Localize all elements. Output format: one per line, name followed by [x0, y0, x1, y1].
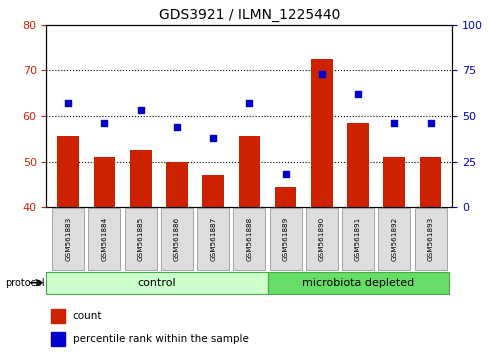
FancyBboxPatch shape [414, 208, 446, 270]
FancyBboxPatch shape [52, 208, 84, 270]
FancyBboxPatch shape [233, 208, 265, 270]
Point [245, 100, 253, 106]
Bar [202, 175, 224, 207]
FancyBboxPatch shape [161, 208, 192, 270]
Bar [238, 136, 260, 207]
Bar [50, 332, 64, 346]
Point [317, 71, 325, 77]
Bar [57, 136, 79, 207]
Text: GSM561884: GSM561884 [101, 217, 107, 261]
Text: microbiota depleted: microbiota depleted [302, 278, 413, 288]
Point [281, 171, 289, 177]
Text: GSM561890: GSM561890 [318, 217, 324, 261]
Text: GSM561889: GSM561889 [282, 217, 288, 261]
Text: GSM561887: GSM561887 [210, 217, 216, 261]
FancyBboxPatch shape [46, 272, 267, 294]
Text: GSM561888: GSM561888 [246, 217, 252, 261]
Text: protocol: protocol [5, 278, 44, 288]
Point [389, 120, 397, 126]
FancyBboxPatch shape [378, 208, 409, 270]
Text: GSM561891: GSM561891 [354, 217, 360, 261]
Text: GSM561893: GSM561893 [427, 217, 433, 261]
FancyBboxPatch shape [88, 208, 120, 270]
Text: count: count [73, 311, 102, 321]
Bar [274, 187, 296, 207]
FancyBboxPatch shape [267, 272, 448, 294]
FancyBboxPatch shape [124, 208, 156, 270]
FancyBboxPatch shape [269, 208, 301, 270]
Text: GSM561885: GSM561885 [138, 217, 143, 261]
Text: GSM561886: GSM561886 [174, 217, 180, 261]
Bar [346, 123, 368, 207]
Text: GSM561892: GSM561892 [390, 217, 397, 261]
Point [353, 91, 361, 97]
Bar [383, 157, 405, 207]
FancyBboxPatch shape [342, 208, 373, 270]
Text: GSM561883: GSM561883 [65, 217, 71, 261]
Point [426, 120, 434, 126]
Bar [310, 59, 332, 207]
Bar [129, 150, 151, 207]
Point [173, 124, 181, 130]
FancyBboxPatch shape [197, 208, 228, 270]
Text: control: control [138, 278, 176, 288]
Point [64, 100, 72, 106]
Point [101, 120, 108, 126]
Point [137, 108, 144, 113]
FancyBboxPatch shape [305, 208, 337, 270]
Text: percentile rank within the sample: percentile rank within the sample [73, 334, 248, 344]
Point [209, 135, 217, 141]
Bar [50, 309, 64, 323]
Bar [166, 161, 187, 207]
Bar [93, 157, 115, 207]
Bar [419, 157, 441, 207]
Title: GDS3921 / ILMN_1225440: GDS3921 / ILMN_1225440 [159, 8, 339, 22]
